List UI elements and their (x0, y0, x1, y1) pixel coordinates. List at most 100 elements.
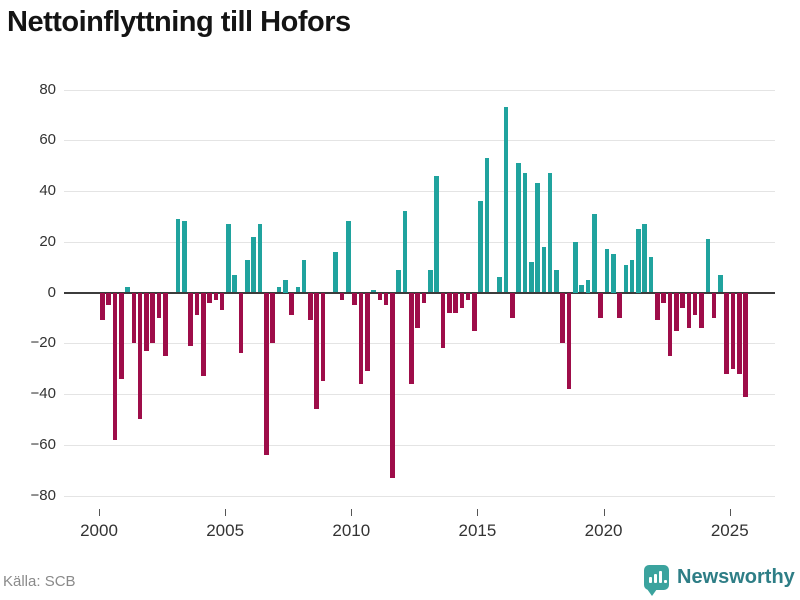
brand-name: Newsworthy (677, 566, 795, 588)
bar (137, 292, 143, 420)
bar (345, 221, 351, 293)
bar (282, 279, 288, 293)
bar (100, 292, 105, 321)
bar (667, 292, 673, 356)
gridline (64, 495, 775, 497)
bar (585, 279, 591, 293)
bar (194, 292, 200, 316)
bar (636, 229, 641, 293)
x-tick-label: 2010 (332, 521, 371, 540)
y-tick-label: 60 (39, 131, 56, 149)
bar (661, 292, 666, 303)
bar (465, 292, 471, 301)
x-tick-mark (99, 509, 100, 516)
bar (125, 287, 130, 293)
bar (541, 246, 547, 293)
bar (289, 292, 294, 316)
bar (718, 274, 723, 293)
x-tick-mark (477, 509, 479, 516)
x-tick-mark (225, 509, 227, 516)
x-tick-mark (603, 509, 605, 516)
gridline (64, 241, 775, 243)
y-tick-label: −60 (30, 435, 56, 453)
bar (547, 173, 553, 293)
bar (163, 292, 168, 356)
bar (270, 292, 275, 344)
bar (396, 269, 402, 293)
x-tick-mark (351, 509, 353, 516)
bar (434, 175, 439, 293)
logo-dot-icon (664, 580, 667, 583)
bar (459, 292, 465, 308)
bar (629, 259, 635, 293)
bar (188, 292, 193, 346)
bar (144, 292, 149, 351)
bar (642, 223, 648, 293)
bar (415, 292, 420, 329)
logo-bar-icon (654, 574, 657, 583)
bar (207, 292, 212, 303)
bar (276, 287, 282, 293)
bar (478, 201, 484, 293)
bar (503, 107, 509, 293)
logo-bar-icon (649, 577, 652, 583)
bar (219, 292, 225, 311)
bar (737, 292, 742, 374)
bar (226, 223, 231, 293)
page-title: Nettoinflyttning till Hofors (7, 6, 351, 38)
bar (181, 221, 187, 293)
y-tick-label: −20 (30, 334, 56, 352)
bar (604, 249, 610, 293)
x-tick-label: 2020 (584, 521, 623, 540)
bar (699, 292, 704, 329)
bar (150, 292, 156, 344)
bar (238, 292, 244, 354)
bar (118, 292, 124, 379)
x-tick-mark (729, 509, 731, 516)
bar (497, 277, 502, 293)
x-tick-label: 2025 (710, 521, 749, 540)
bar (333, 251, 338, 293)
y-tick-label: −40 (30, 385, 56, 402)
y-tick-label: 20 (39, 232, 56, 250)
source-note: Källa: SCB (3, 573, 76, 590)
gridline (64, 444, 775, 446)
bar (566, 292, 572, 389)
bar (421, 292, 427, 303)
logo-bar-icon (659, 571, 662, 583)
bar (409, 292, 414, 384)
bar (390, 292, 395, 478)
bar (623, 264, 629, 293)
newsworthy-logo[interactable]: Newsworthy (644, 565, 795, 596)
bar (516, 163, 521, 293)
bar (156, 292, 162, 318)
bar (308, 292, 313, 321)
bar (680, 292, 685, 308)
bar (383, 292, 389, 306)
bar (554, 269, 559, 293)
bar (402, 211, 408, 293)
gridline (64, 191, 775, 192)
bar (686, 292, 692, 329)
bar (358, 292, 364, 384)
bar (371, 289, 376, 293)
bar (472, 292, 477, 331)
bar (522, 173, 528, 293)
bar (705, 239, 711, 293)
y-tick-label: 80 (39, 80, 56, 98)
bar (617, 292, 622, 318)
bar (673, 292, 679, 331)
bar (711, 292, 717, 318)
gridline (64, 89, 775, 91)
bar (200, 292, 206, 377)
bar (573, 241, 578, 293)
bar (484, 158, 490, 293)
bar (427, 269, 433, 293)
bar (339, 292, 345, 301)
gridline (64, 140, 775, 142)
bar (598, 292, 603, 318)
bar (440, 292, 446, 349)
bar (352, 292, 357, 306)
y-tick-label: 0 (47, 283, 56, 301)
